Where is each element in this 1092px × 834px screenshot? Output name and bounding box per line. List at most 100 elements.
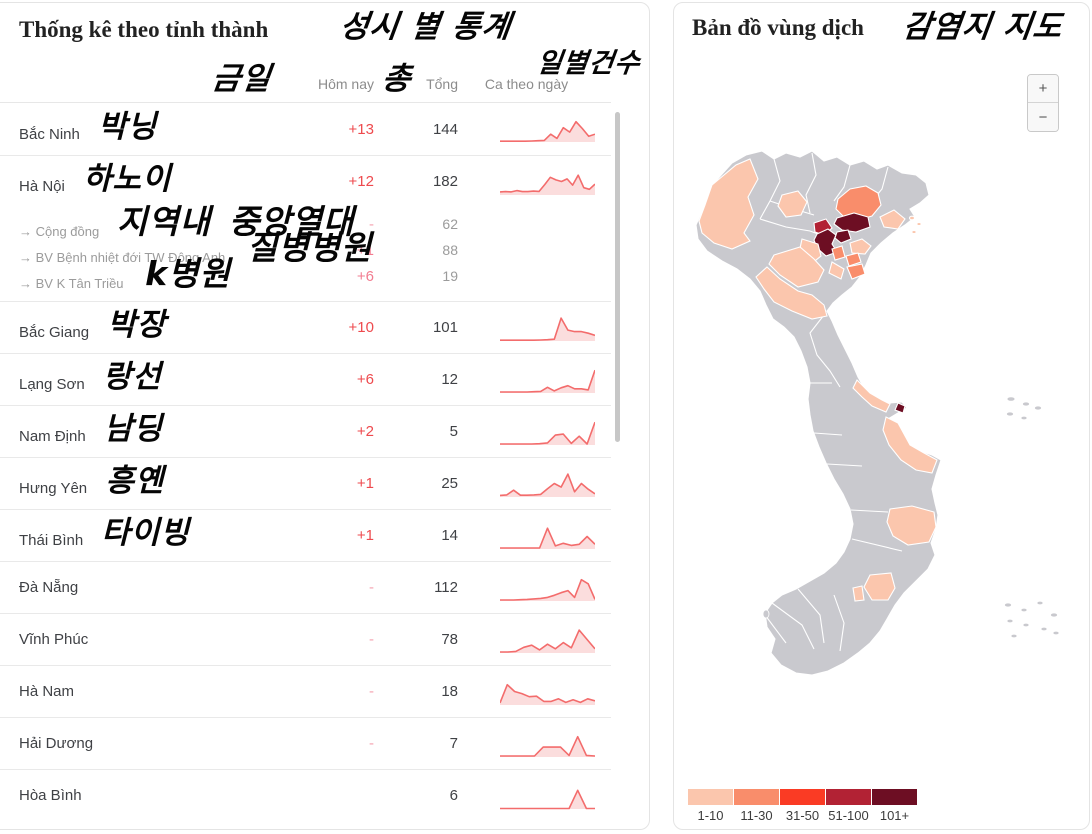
today-value: - — [369, 683, 374, 700]
province-name: Hải Dương — [19, 735, 94, 752]
province-nam-dinh — [828, 261, 845, 280]
total-value: 101 — [432, 319, 458, 336]
total-value: 144 — [432, 120, 458, 138]
table-row[interactable]: Bắc Ninh 박닝 +13 144 — [0, 103, 611, 155]
legend-label: 31-50 — [785, 808, 820, 823]
total-value: 5 — [449, 423, 458, 440]
header-today: Hôm nay — [317, 76, 374, 92]
total-value: 14 — [441, 527, 458, 544]
province-nghe-an — [755, 266, 828, 320]
province-hai-duong — [849, 238, 872, 255]
province-quang-nam — [882, 416, 938, 474]
table-row[interactable]: Bắc Giang 박장 +10 101 — [0, 301, 611, 353]
province-name: Lạng Sơn — [19, 376, 85, 393]
province-name: Vĩnh Phúc — [19, 631, 89, 648]
sparkline — [458, 718, 595, 769]
province-quang-ninh — [879, 209, 906, 230]
table-row[interactable]: Hà Nội 하노이 +12 182 — [0, 155, 611, 207]
korean-ink-annotation: 박장 — [107, 307, 167, 343]
today-value: +6 — [356, 371, 374, 388]
korean-ink-annotation: 흥옌 — [105, 463, 165, 499]
zoom-in-button[interactable]: + — [1028, 75, 1058, 103]
table-row[interactable]: → BV K Tân Triều k병원 +6 19 — [0, 254, 611, 293]
legend-swatch — [734, 789, 779, 805]
sparkline — [458, 458, 595, 509]
province-name: → Cộng đồng — [19, 223, 100, 239]
province-hung-yen — [831, 245, 846, 261]
province-ha-nam — [845, 252, 862, 267]
province-name: → BV Bệnh nhiệt đới TW Đông Anh — [19, 249, 226, 265]
legend-swatch — [872, 789, 917, 805]
table-row[interactable]: Hải Dương - 7 — [0, 717, 611, 769]
today-value: +1 — [356, 527, 374, 544]
korean-ink-annotation: 금일 — [209, 61, 274, 97]
total-value: 6 — [449, 787, 458, 804]
province-name: Hà Nam — [19, 683, 75, 700]
total-value: 78 — [441, 631, 458, 648]
province-name: Hòa Bình — [19, 787, 82, 804]
province-name: Thái Bình — [19, 532, 84, 549]
header-total: Tổng — [426, 76, 458, 92]
today-value: +6 — [356, 267, 374, 285]
province-name: Đà Nẵng — [19, 579, 79, 596]
today-value: +2 — [356, 423, 374, 440]
province-northwest — [698, 158, 759, 250]
today-value: - — [369, 579, 374, 596]
sparkline — [458, 263, 595, 289]
today-value: - — [369, 215, 374, 233]
vertical-scrollbar[interactable] — [615, 112, 620, 442]
total-value: 18 — [441, 683, 458, 700]
map-title: Bản đồ vùng dịch — [692, 15, 864, 40]
sparkline — [458, 614, 595, 665]
map-legend: 1-10 11-30 31-50 51-100 101+ — [688, 789, 917, 823]
sparkline — [458, 211, 595, 237]
sparkline — [458, 406, 595, 457]
table-row[interactable]: Lạng Sơn 랑선 +6 12 — [0, 353, 611, 405]
province-highland-sliver — [852, 585, 865, 602]
islet — [911, 229, 917, 235]
epidemic-map-panel: Bản đồ vùng dịch + − — [673, 2, 1090, 830]
table-row[interactable]: Vĩnh Phúc - 78 — [0, 613, 611, 665]
korean-ink-annotation: 랑선 — [102, 359, 162, 395]
korean-ink-annotation: 감염지 지도 — [900, 9, 1065, 45]
table-row[interactable]: Hà Nam - 18 — [0, 665, 611, 717]
table-header: Hôm nay Tổng Ca theo ngày — [0, 43, 611, 103]
korean-ink-annotation: 하노이 — [83, 161, 172, 197]
province-thanh-hoa — [768, 246, 825, 288]
table-row[interactable]: Thái Bình 타이빙 +1 14 — [0, 509, 611, 561]
province-shapes — [698, 158, 938, 602]
table-row[interactable]: Nam Định 남딩 +2 5 — [0, 405, 611, 457]
sparkline — [458, 666, 595, 717]
header-daily-cases: Ca theo ngày — [484, 76, 569, 92]
korean-ink-annotation: k병원 — [145, 253, 231, 293]
total-value: 62 — [442, 216, 458, 232]
legend-swatch — [780, 789, 825, 805]
sparkline — [458, 562, 595, 613]
korean-ink-annotation: 남딩 — [103, 411, 163, 447]
table-row[interactable]: Hòa Bình 6 — [0, 769, 611, 821]
table-row[interactable]: Đà Nẵng - 112 — [0, 561, 611, 613]
table-row[interactable]: Hưng Yên 흥옌 +1 25 — [0, 457, 611, 509]
total-value: 19 — [442, 268, 458, 284]
vietnam-map[interactable] — [674, 3, 1089, 829]
island-group-truong-sa — [1004, 600, 1060, 639]
total-value: 112 — [434, 579, 458, 596]
stats-title: Thống kê theo tỉnh thành — [19, 17, 269, 42]
sparkline — [458, 510, 595, 561]
islet — [908, 215, 916, 221]
table-row[interactable]: → Cộng đồng 지역내 중앙열대 - 62 — [0, 202, 611, 241]
korean-ink-annotation: 지역내 — [116, 201, 211, 241]
province-da-nang — [894, 402, 906, 414]
total-value: 7 — [449, 735, 458, 752]
legend-label: 51-100 — [828, 808, 869, 823]
zoom-out-button[interactable]: − — [1028, 103, 1058, 131]
table-row[interactable]: → BV Bệnh nhiệt đới TW Đông Anh 질병병원 +1 … — [0, 228, 611, 267]
korean-ink-annotation: 타이빙 — [101, 515, 190, 551]
sparkline — [458, 770, 595, 821]
today-value: +12 — [348, 173, 374, 190]
province-lang-son — [835, 185, 882, 221]
total-value: 25 — [441, 475, 458, 492]
province-name: Hà Nội — [19, 178, 65, 195]
province-bac-giang — [833, 212, 871, 233]
today-value: +13 — [348, 120, 374, 138]
